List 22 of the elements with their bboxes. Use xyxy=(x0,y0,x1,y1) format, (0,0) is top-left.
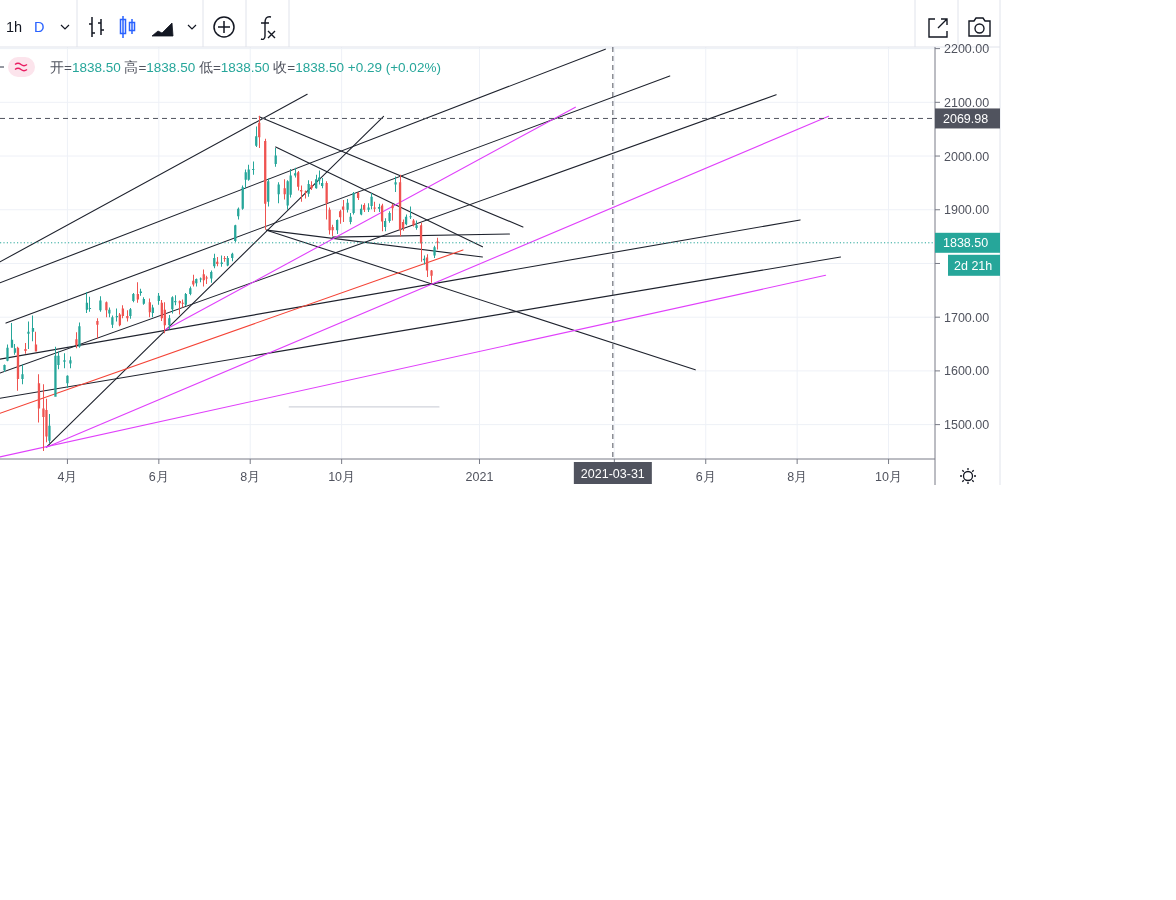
text: 开=1838.50 高=1838.50 低=1838.50 收=1838.50 +0.29 (+0.02%) xyxy=(50,60,441,75)
y-tick-label: 1500.00 xyxy=(944,418,990,433)
ref-line-label: 2021-03-31 xyxy=(580,466,645,481)
x-tick-label: 10月 xyxy=(875,470,902,484)
text: D xyxy=(34,19,45,35)
x-tick-label: 6月 xyxy=(148,470,169,484)
ref-line-label: 1838.50 xyxy=(943,236,989,251)
y-tick-label: 2200.00 xyxy=(944,42,990,57)
x-tick-label: 10月 xyxy=(328,470,356,484)
y-tick-label: 2000.00 xyxy=(944,149,990,164)
x-tick-label: 6月 xyxy=(695,470,716,484)
x-tick-label: 2021 xyxy=(465,470,494,484)
x-tick-label: 8月 xyxy=(240,470,261,484)
text: 2d 21h xyxy=(954,258,993,273)
y-tick-label: 1900.00 xyxy=(944,203,990,218)
ref-line-label: 2069.98 xyxy=(943,111,989,126)
x-tick-label: 4月 xyxy=(57,470,78,484)
y-tick-label: 1700.00 xyxy=(944,310,990,325)
x-tick-label: 8月 xyxy=(787,470,808,484)
text: 1h xyxy=(6,19,23,35)
y-tick-label: 1600.00 xyxy=(944,364,990,379)
y-tick-label: 2100.00 xyxy=(944,95,990,110)
